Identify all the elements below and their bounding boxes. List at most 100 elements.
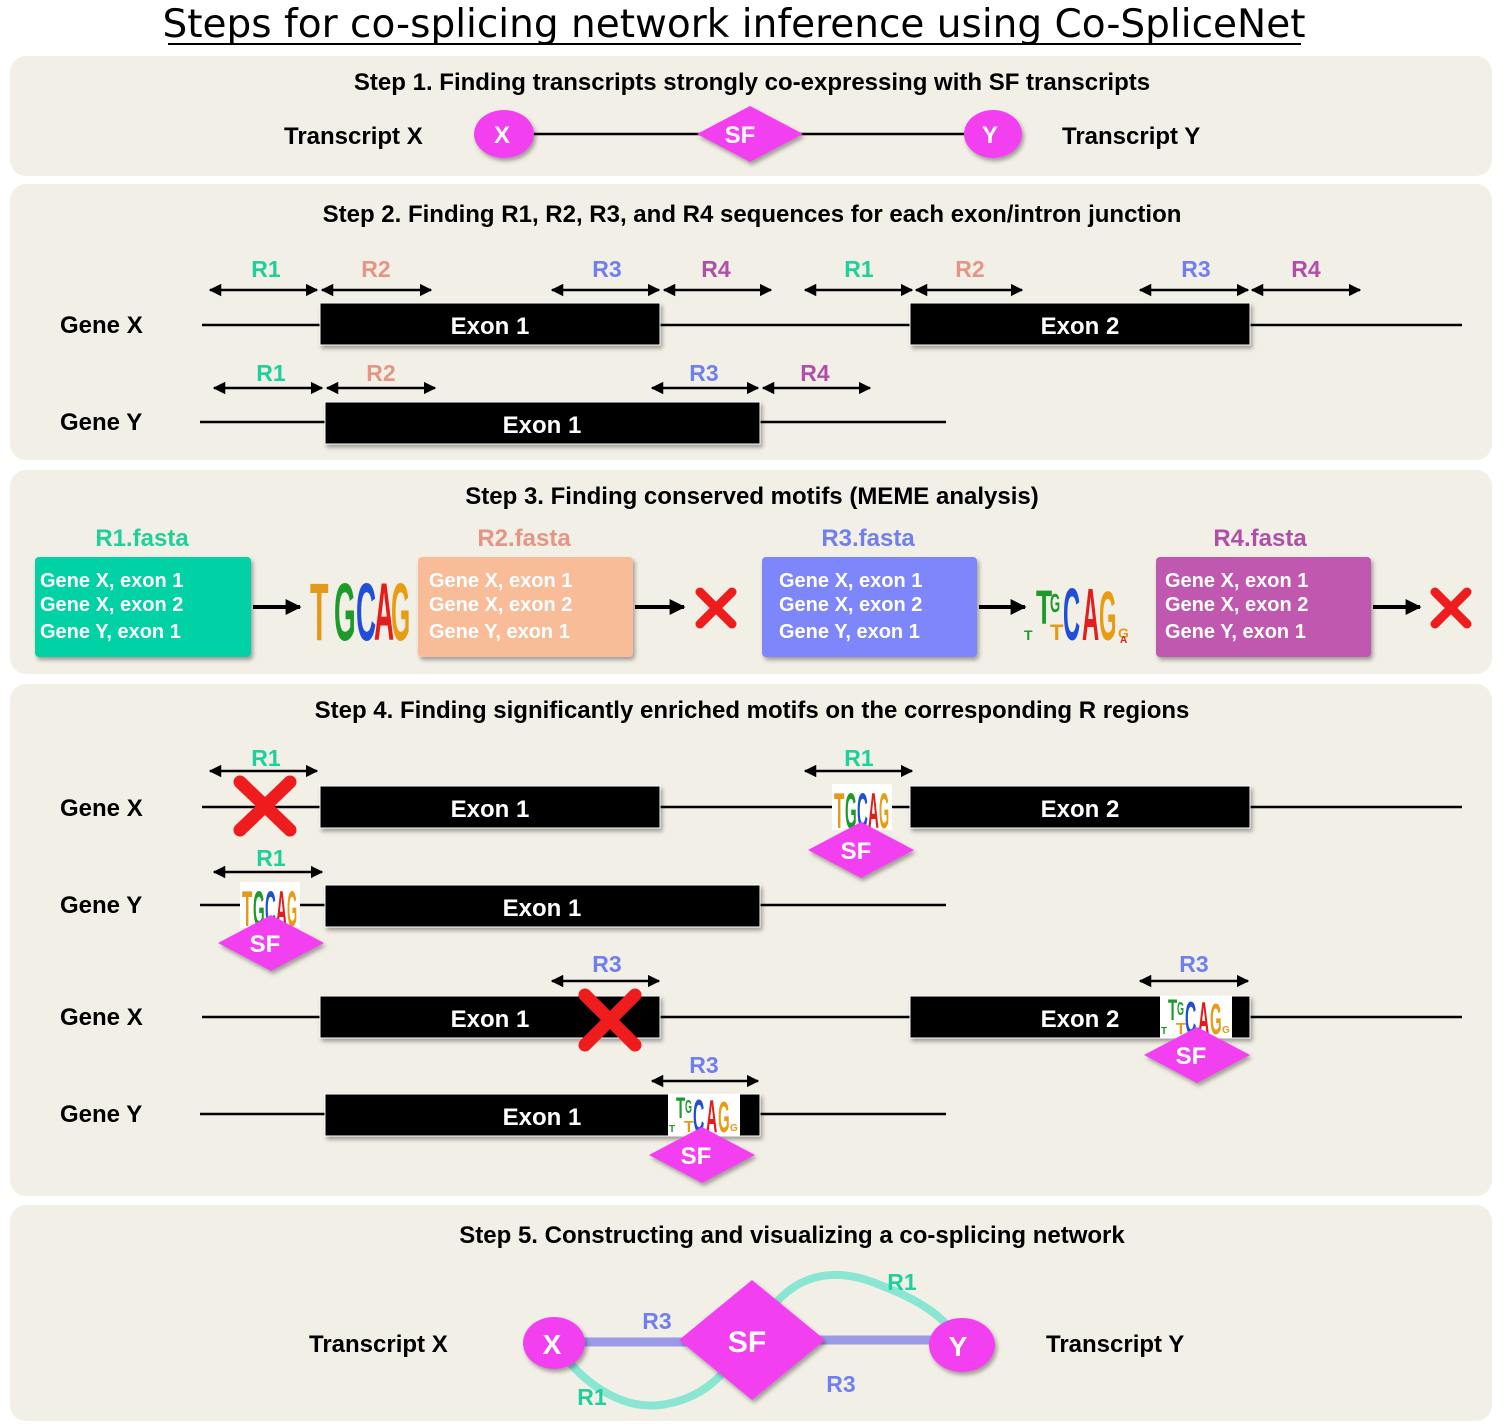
svg-text:G: G [1177,1000,1184,1020]
step2-gene-x-r1-exon2: R1 [803,256,914,297]
svg-text:R2: R2 [366,360,395,386]
step3-r2-box: Gene X, exon 1 Gene X, exon 2 Gene Y, ex… [418,557,633,657]
svg-text:SF: SF [841,838,872,865]
step4-row1-r1-exon2: R1 [803,745,914,778]
page-title: Steps for co-splicing network inference … [162,2,1305,47]
step3-r2-fasta-label: R2.fasta [477,525,571,552]
step5-edge-sf-y-r1 [766,1271,959,1342]
step3-r3-motif-logo: T T T G C A G G A [1024,573,1129,657]
svg-text:C: C [1185,994,1196,1045]
svg-text:G: G [718,1092,730,1142]
svg-text:Exon 1: Exon 1 [503,412,582,439]
svg-text:G: G [685,1098,692,1118]
step3-title: Step 3. Finding conserved motifs (MEME a… [465,483,1038,510]
step3-r3-fasta-label: R3.fasta [821,525,915,552]
step5-edge-r3-bottom-label: R3 [826,1371,855,1397]
svg-text:Gene X, exon 1: Gene X, exon 1 [429,570,572,592]
svg-text:C: C [693,1092,704,1143]
step1-transcript-x-label: Transcript X [284,123,423,150]
svg-text:SF: SF [681,1143,712,1170]
svg-text:G: G [1050,589,1060,618]
svg-text:Exon 2: Exon 2 [1041,1006,1120,1033]
step1-node-sf: SF [697,106,803,162]
step4-row3-no-motif-cross-icon [578,988,642,1052]
step2-gene-y-label: Gene Y [60,409,142,436]
step2-gene-x-label: Gene X [60,312,143,339]
svg-text:SF: SF [250,931,281,958]
svg-text:C: C [356,566,376,657]
step2-gene-x-exon2: Exon 2 [909,302,1251,346]
svg-text:Gene X, exon 2: Gene X, exon 2 [40,594,183,616]
step4-row1-motif-logo: T G C A G [832,782,892,839]
step5-edge-x-sf-r1 [556,1347,734,1410]
svg-text:Gene Y, exon 1: Gene Y, exon 1 [779,621,920,643]
step4-row3-r3-exon1: R3 [550,951,661,988]
step4-row3-r3-exon2: R3 [1138,951,1250,988]
svg-text:G: G [1118,625,1129,641]
step3-r4-box: Gene X, exon 1 Gene X, exon 2 Gene Y, ex… [1156,557,1371,657]
step4-row4-r3: R3 [650,1052,760,1088]
step5-edge-r1-top-label: R1 [887,1269,917,1295]
step2-gene-x-r2-exon1: R2 [320,256,433,297]
step4-row1-no-motif-cross-icon [233,775,297,837]
svg-text:Gene Y, exon 1: Gene Y, exon 1 [1165,621,1306,643]
svg-text:Gene Y, exon 1: Gene Y, exon 1 [429,621,570,643]
step4-row4-motif-logo: T T T G C A G G [668,1092,740,1143]
step5-transcript-y-label: Transcript Y [1046,1331,1184,1358]
svg-text:G: G [287,881,297,937]
svg-text:R1: R1 [251,256,281,282]
step2-gene-y-r2: R2 [325,360,437,395]
svg-text:Gene X, exon 2: Gene X, exon 2 [1165,594,1308,616]
svg-text:Exon 2: Exon 2 [1041,313,1120,340]
svg-text:Gene X, exon 1: Gene X, exon 1 [1165,570,1308,592]
svg-text:R1: R1 [256,360,286,386]
svg-text:A: A [374,566,394,657]
step4-row4-sf-node: SF [649,1127,755,1183]
svg-text:Exon 2: Exon 2 [1041,796,1120,823]
svg-text:T: T [1161,1026,1167,1037]
svg-text:T: T [669,1124,675,1135]
svg-text:G: G [1099,578,1116,656]
svg-text:T: T [1036,582,1052,635]
step1-node-x: X [474,110,534,158]
step2-gene-x-r4-exon2: R4 [1250,256,1362,297]
step5-node-x: X [523,1317,585,1369]
svg-text:C: C [265,881,276,937]
step2-gene-x-r3-exon2: R3 [1138,256,1250,297]
step3-r1-motif-logo: T T G C A G [310,565,410,658]
svg-text:R4: R4 [1291,256,1321,282]
svg-text:SF: SF [728,1326,766,1359]
step5-edge-r1-bottom-label: R1 [577,1384,607,1410]
svg-text:Gene X, exon 2: Gene X, exon 2 [429,594,572,616]
step4-row2-r1: R1 [212,845,324,879]
step4-row3-motif-logo: T T T G C A G G [1160,994,1232,1045]
svg-text:T: T [1050,620,1064,645]
svg-text:R3: R3 [689,360,718,386]
svg-text:R1: R1 [256,845,286,871]
svg-text:T: T [834,782,844,838]
svg-text:A: A [1198,994,1209,1045]
step4-row1-exon1: Exon 1 [319,785,661,829]
svg-text:G: G [1210,994,1222,1044]
svg-text:R4: R4 [800,360,830,386]
step5-edge-r3-top-label: R3 [642,1308,671,1334]
step3-r4-fasta-label: R4.fasta [1213,525,1307,552]
svg-text:Exon 1: Exon 1 [451,796,530,823]
svg-text:G: G [334,566,356,657]
svg-text:SF: SF [725,122,756,149]
step3-panel [10,470,1492,674]
step1-node-y: Y [964,110,1022,158]
svg-text:G: G [845,783,857,839]
svg-text:R1: R1 [844,745,874,771]
svg-text:Y: Y [982,122,998,149]
step3-r4-no-motif-cross-icon [1430,587,1472,629]
svg-text:T: T [310,567,329,659]
svg-text:Exon 1: Exon 1 [451,1006,530,1033]
svg-text:C: C [1063,573,1080,657]
step4-row1-exon2: Exon 2 [909,785,1251,829]
svg-text:Gene Y, exon 1: Gene Y, exon 1 [40,621,181,643]
step3-r3-box: Gene X, exon 1 Gene X, exon 2 Gene Y, ex… [762,557,977,657]
step1-title: Step 1. Finding transcripts strongly co-… [354,69,1150,96]
svg-text:SF: SF [1176,1043,1207,1070]
